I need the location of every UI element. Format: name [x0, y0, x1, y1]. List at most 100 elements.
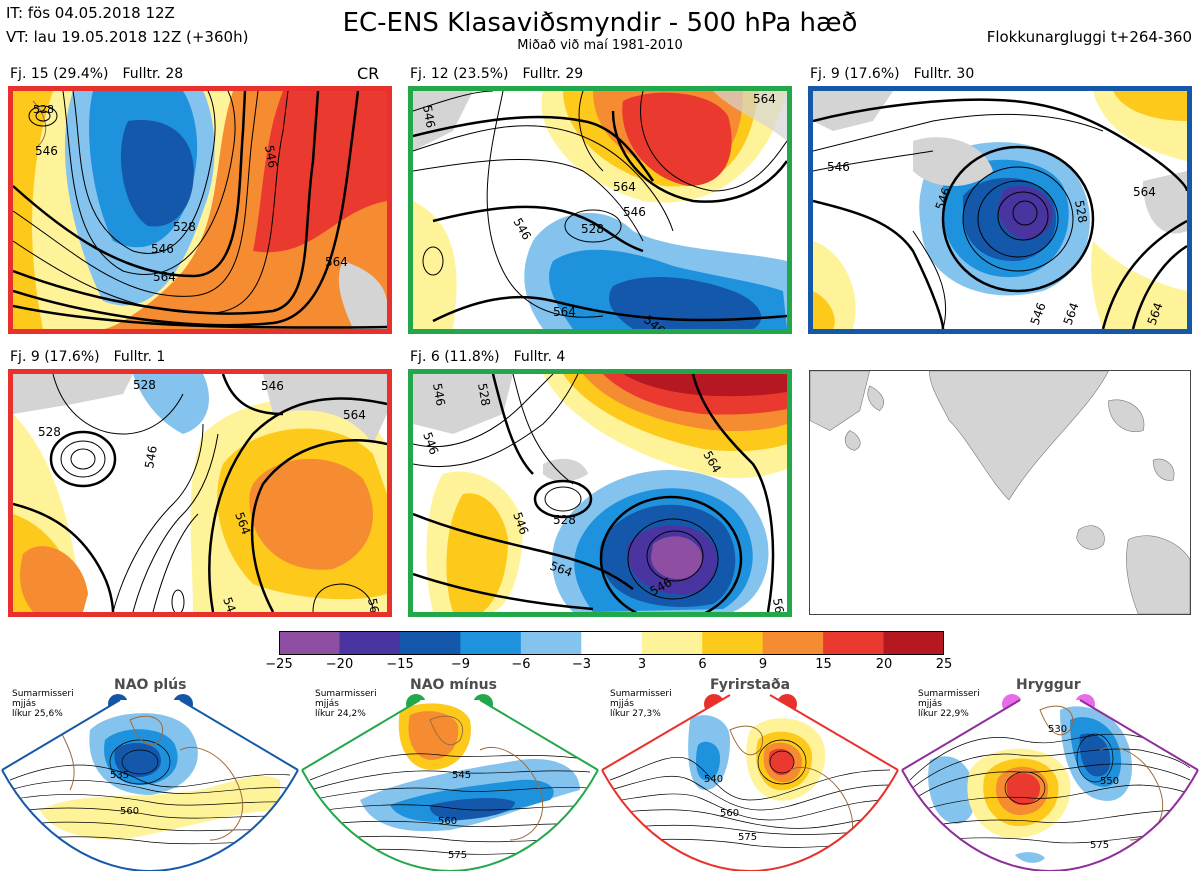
colorbar-tick: 6	[698, 657, 707, 672]
contour-label: 540	[704, 774, 723, 785]
regime-1-season: Sumarmisseri	[12, 689, 74, 699]
contour-label: 528	[475, 382, 493, 407]
regime-4-title: Hryggur	[1016, 677, 1081, 693]
contour-label: 546	[623, 205, 646, 219]
regime-1-prob: líkur 25,6%	[12, 709, 63, 719]
colorbar-tick: 15	[815, 657, 832, 672]
colorbar-outline	[279, 631, 944, 655]
cluster-3-label: Fj. 9 (17.6%) Fulltr. 30	[810, 66, 988, 82]
cluster-map-1: 528 546 546 528 546 564 564	[8, 86, 392, 334]
contour-label: 546	[420, 104, 438, 129]
colorbar-swatch	[702, 631, 764, 655]
cluster-4-count: Fj. 9 (17.6%)	[10, 349, 100, 365]
regime-2-season: Sumarmisseri	[315, 689, 377, 699]
contour-label: 560	[438, 816, 457, 827]
regime-3-prob: líkur 27,3%	[610, 709, 661, 719]
regime-3-map: 540 560 575	[600, 690, 900, 873]
colorbar-tick: 9	[758, 657, 768, 672]
colorbar-swatch	[883, 631, 945, 655]
colorbar-swatch	[460, 631, 522, 655]
cluster-3-member: Fulltr. 30	[913, 66, 975, 82]
regime-4-season: Sumarmisseri	[918, 689, 980, 699]
colorbar-tick: −20	[325, 657, 354, 672]
colorbar-swatch	[581, 631, 643, 655]
colorbar-tick: 25	[935, 657, 953, 672]
regime-3-season: Sumarmisseri	[610, 689, 672, 699]
page-title: EC-ENS Klasaviðsmyndir - 500 hPa hæð	[342, 8, 858, 38]
cluster-1-member: Fulltr. 28	[122, 66, 184, 82]
contour-label: 545	[452, 770, 471, 781]
contour-label: 528	[581, 222, 604, 236]
contour-label: 575	[1090, 840, 1109, 851]
colorbar-swatch	[641, 631, 703, 655]
contour-label: 546	[827, 160, 850, 174]
contour-label: 560	[720, 808, 739, 819]
anomaly-colorbar	[279, 631, 945, 655]
regime-2-map: 545 560 575	[300, 690, 600, 873]
contour-label: 560	[120, 806, 139, 817]
contour-label: 546	[261, 379, 284, 393]
contour-label: 564	[553, 305, 576, 319]
cluster-4-label: Fj. 9 (17.6%) Fulltr. 1	[10, 349, 179, 365]
colorbar-swatch	[279, 631, 340, 655]
colorbar-tick: −15	[386, 657, 414, 672]
cluster-4-member: Fulltr. 1	[113, 349, 166, 365]
colorbar-tick: −25	[265, 657, 293, 672]
contour-label: 528	[33, 103, 54, 116]
cluster-map-2: 546 564 546 528 564 546 546 564	[408, 86, 792, 334]
contour-label: 546	[430, 382, 448, 407]
cluster-2-count: Fj. 12 (23.5%)	[410, 66, 509, 82]
cluster-2-label: Fj. 12 (23.5%) Fulltr. 29	[410, 66, 597, 82]
colorbar-swatch	[339, 631, 401, 655]
contour-label: 546	[142, 445, 160, 470]
contour-label: 528	[553, 513, 576, 527]
colorbar-swatch	[823, 631, 885, 655]
colorbar-swatch	[762, 631, 824, 655]
regime-3-info: Sumarmisseri mjjás líkur 27,3%	[610, 689, 672, 719]
contour-label: 564	[613, 180, 636, 194]
regime-4-prob: líkur 22,9%	[918, 709, 969, 719]
regime-2-title: NAO mínus	[410, 677, 497, 693]
contour-label: 564	[753, 92, 776, 106]
contour-label: 564	[1133, 185, 1156, 199]
contour-label: 550	[1100, 776, 1119, 787]
regime-4-info: Sumarmisseri mjjás líkur 22,9%	[918, 689, 980, 719]
regime-3-title: Fyrirstaða	[710, 677, 791, 693]
contour-label: 575	[448, 850, 467, 861]
valid-time: VT: lau 19.05.2018 12Z (+360h)	[6, 28, 249, 46]
cluster-2-member: Fulltr. 29	[522, 66, 584, 82]
initial-time: IT: fös 04.05.2018 12Z	[6, 4, 175, 22]
contour-label: 546	[262, 144, 280, 169]
classification-window: Flokkunargluggi t+264-360	[986, 28, 1192, 46]
empty-map-panel	[809, 370, 1191, 615]
contour-label: 535	[110, 770, 129, 781]
contour-label: 575	[738, 832, 757, 843]
contour-label: 530	[1048, 724, 1067, 735]
colorbar-swatch	[399, 631, 461, 655]
contour-label: 564	[325, 255, 348, 269]
cluster-map-5: 546 528 546 528 546 564 564 546 564	[408, 369, 792, 617]
regime-2-prob: líkur 24,2%	[315, 709, 366, 719]
contour-label: 528	[1072, 199, 1090, 224]
cluster-5-count: Fj. 6 (11.8%)	[410, 349, 500, 365]
regime-4-smooth: mjjás	[918, 699, 942, 709]
contour-label: 564	[365, 597, 383, 612]
colorbar-tick: −3	[571, 657, 592, 672]
cluster-1-count: Fj. 15 (29.4%)	[10, 66, 109, 82]
cluster-map-4: 528 528 546 546 564 564 546 564	[8, 369, 392, 617]
cluster-map-3: 546 546 528 564 546 564 564	[808, 86, 1192, 334]
cluster-1-label: Fj. 15 (29.4%) Fulltr. 28	[10, 66, 197, 82]
page-subtitle: Miðað við maí 1981-2010	[517, 38, 683, 53]
colorbar-labels: −25 −20 −15 −9 −6 −3 3 6 9 15 20 25	[265, 657, 952, 675]
regime-1-map: 535 560	[0, 690, 300, 873]
colorbar-tick: −9	[450, 657, 471, 672]
colorbar-tick: 3	[637, 657, 647, 672]
cluster-3-count: Fj. 9 (17.6%)	[810, 66, 900, 82]
contour-label: 564	[153, 270, 176, 284]
regime-1-title: NAO plús	[114, 677, 187, 693]
colorbar-swatch	[520, 631, 582, 655]
cluster-5-label: Fj. 6 (11.8%) Fulltr. 4	[410, 349, 579, 365]
contour-label: 546	[35, 144, 58, 158]
contour-label: 528	[38, 425, 61, 439]
regime-4-map: 530 550 575	[900, 690, 1200, 873]
